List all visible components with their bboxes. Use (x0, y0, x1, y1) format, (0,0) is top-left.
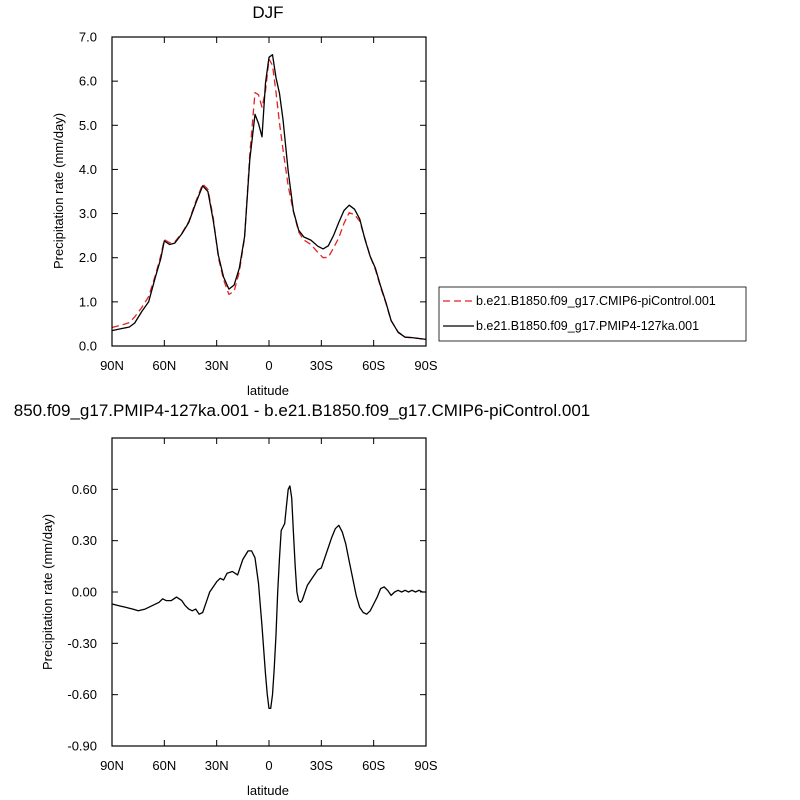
top-y-tick-label: 1.0 (79, 294, 97, 309)
top-x-tick-label: 90S (414, 358, 437, 373)
bottom-x-tick-label: 90N (100, 758, 124, 773)
legend-label-127ka: b.e21.B1850.f09_g17.PMIP4-127ka.001 (476, 319, 699, 333)
bottom-y-tick-label: -0.60 (67, 687, 97, 702)
bottom-y-tick-label: 0.00 (72, 585, 97, 600)
bottom-x-tick-label: 30S (310, 758, 333, 773)
top-x-tick-label: 60S (362, 358, 385, 373)
bottom-x-axis-label: latitude (247, 783, 289, 798)
top-chart-title: DJF (252, 3, 283, 22)
top-y-tick-label: 0.0 (79, 339, 97, 354)
top-x-tick-label: 90N (100, 358, 124, 373)
legend-label-picontrol: b.e21.B1850.f09_g17.CMIP6-piControl.001 (476, 294, 716, 308)
bottom-x-tick-label: 60N (152, 758, 176, 773)
top-y-tick-label: 4.0 (79, 162, 97, 177)
bottom-y-tick-label: 0.30 (72, 533, 97, 548)
bottom-x-tick-label: 0 (265, 758, 272, 773)
top-x-tick-label: 60N (152, 358, 176, 373)
top-x-tick-label: 0 (265, 358, 272, 373)
top-x-tick-label: 30S (310, 358, 333, 373)
top-y-tick-label: 3.0 (79, 206, 97, 221)
top-plot-frame (111, 36, 427, 347)
bottom-x-tick-label: 60S (362, 758, 385, 773)
top-legend: b.e21.B1850.f09_g17.CMIP6-piControl.001 … (438, 286, 747, 342)
top-x-tick-label: 30N (205, 358, 229, 373)
top-y-tick-label: 6.0 (79, 74, 97, 89)
top-series-line-1 (111, 54, 427, 341)
legend-box (438, 286, 747, 342)
bottom-panel: 850.f09_g17.PMIP4-127ka.001 - b.e21.B185… (14, 401, 591, 798)
bottom-y-tick-label: 0.60 (72, 482, 97, 497)
top-y-tick-label: 5.0 (79, 118, 97, 133)
top-x-axis-label: latitude (247, 383, 289, 398)
bottom-y-axis-label: Precipitation rate (mm/day) (40, 514, 55, 670)
bottom-chart-title: 850.f09_g17.PMIP4-127ka.001 - b.e21.B185… (14, 401, 591, 420)
top-y-tick-label: 2.0 (79, 250, 97, 265)
bottom-x-tick-label: 90S (414, 758, 437, 773)
bottom-y-tick-label: -0.90 (67, 739, 97, 754)
bottom-plot-frame (111, 437, 427, 747)
top-y-axis-label: Precipitation rate (mm/day) (51, 113, 66, 269)
bottom-series-line-0 (111, 485, 426, 710)
top-panel: DJF 90N 60N 30N 0 30S 60S 90S 0.0 1.0 2.0 3.0 4.0 5.… (51, 3, 747, 398)
bottom-y-tick-label: -0.30 (67, 636, 97, 651)
top-y-tick-label: 7.0 (79, 30, 97, 45)
top-series-line-0 (111, 58, 427, 341)
bottom-x-tick-label: 30N (205, 758, 229, 773)
